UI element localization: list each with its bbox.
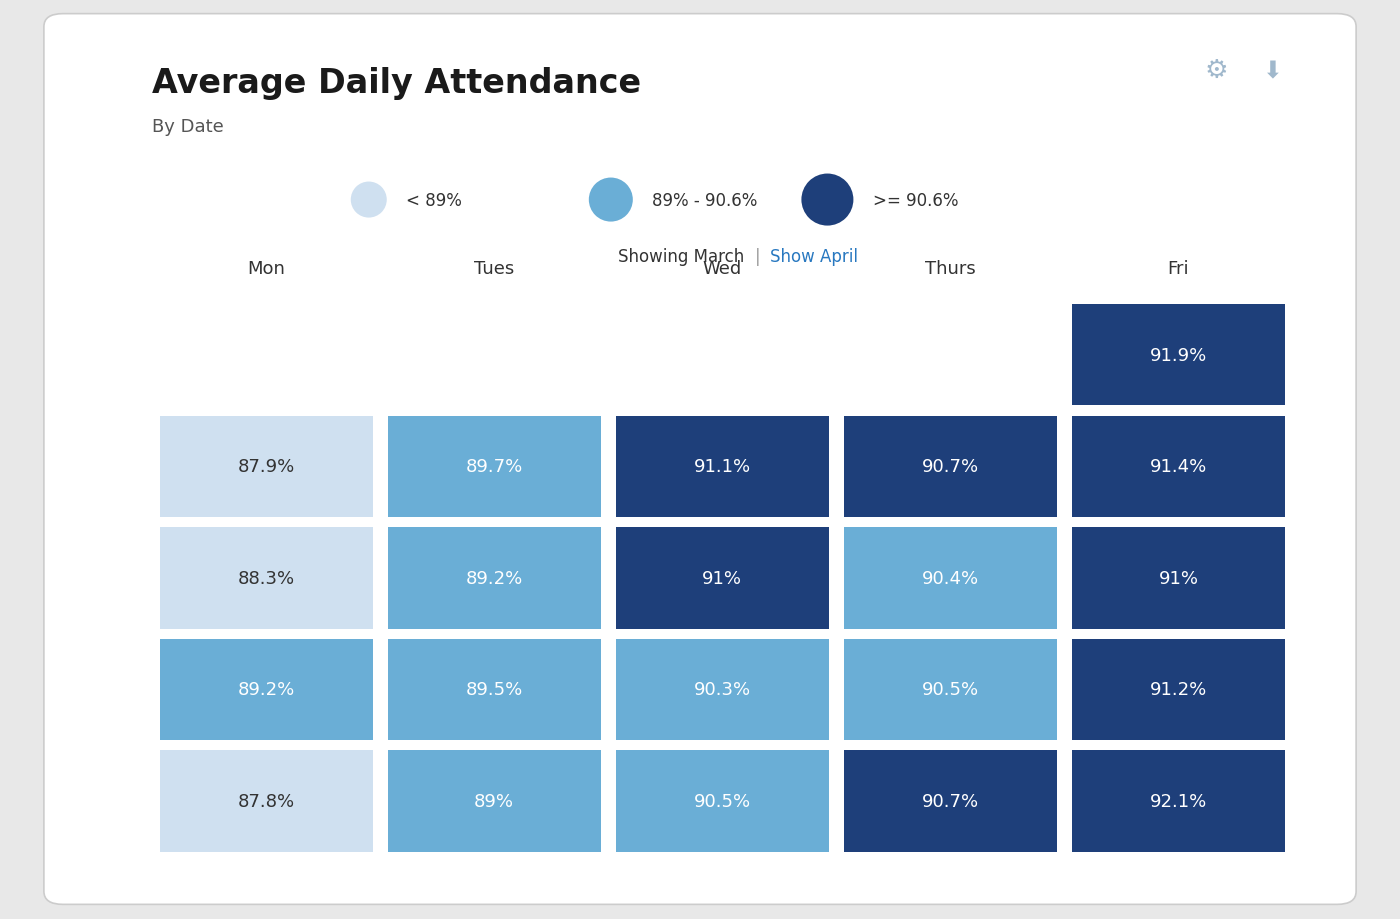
Text: 89%: 89%	[475, 792, 514, 811]
Ellipse shape	[801, 175, 854, 226]
Text: 87.9%: 87.9%	[238, 458, 295, 476]
FancyBboxPatch shape	[388, 416, 601, 517]
FancyBboxPatch shape	[844, 528, 1057, 629]
FancyBboxPatch shape	[1072, 416, 1285, 517]
Text: 90.5%: 90.5%	[694, 792, 750, 811]
FancyBboxPatch shape	[388, 751, 601, 852]
Text: Mon: Mon	[248, 260, 286, 278]
Text: Tues: Tues	[475, 260, 514, 278]
Text: 89.7%: 89.7%	[466, 458, 522, 476]
FancyBboxPatch shape	[616, 416, 829, 517]
Text: 87.8%: 87.8%	[238, 792, 295, 811]
FancyBboxPatch shape	[1072, 751, 1285, 852]
FancyBboxPatch shape	[1072, 528, 1285, 629]
Text: ⬇: ⬇	[1263, 60, 1284, 84]
Text: ⚙: ⚙	[1204, 58, 1228, 84]
Text: 91.2%: 91.2%	[1149, 681, 1207, 698]
Text: Fri: Fri	[1168, 260, 1189, 278]
FancyBboxPatch shape	[844, 416, 1057, 517]
Ellipse shape	[351, 182, 386, 219]
Text: 89.2%: 89.2%	[466, 569, 522, 587]
Text: 89.2%: 89.2%	[238, 681, 295, 698]
FancyBboxPatch shape	[388, 640, 601, 741]
FancyBboxPatch shape	[844, 640, 1057, 741]
Text: < 89%: < 89%	[406, 191, 462, 210]
Text: 89% - 90.6%: 89% - 90.6%	[652, 191, 757, 210]
Text: 89.5%: 89.5%	[466, 681, 522, 698]
FancyBboxPatch shape	[616, 528, 829, 629]
Text: 91.9%: 91.9%	[1149, 346, 1207, 365]
Text: 91.4%: 91.4%	[1149, 458, 1207, 476]
Text: 91%: 91%	[703, 569, 742, 587]
Text: Wed: Wed	[703, 260, 742, 278]
Text: |: |	[755, 247, 760, 266]
Text: 90.7%: 90.7%	[921, 792, 979, 811]
Text: 90.4%: 90.4%	[921, 569, 979, 587]
FancyBboxPatch shape	[616, 751, 829, 852]
Ellipse shape	[589, 178, 633, 222]
FancyBboxPatch shape	[160, 528, 372, 629]
FancyBboxPatch shape	[616, 640, 829, 741]
Text: 90.5%: 90.5%	[921, 681, 979, 698]
Text: >= 90.6%: >= 90.6%	[872, 191, 958, 210]
FancyBboxPatch shape	[160, 416, 372, 517]
Text: 90.3%: 90.3%	[694, 681, 750, 698]
FancyBboxPatch shape	[1072, 305, 1285, 406]
FancyBboxPatch shape	[160, 640, 372, 741]
FancyBboxPatch shape	[1072, 640, 1285, 741]
Text: By Date: By Date	[153, 119, 224, 136]
Text: 91%: 91%	[1158, 569, 1198, 587]
Text: Showing March: Showing March	[619, 247, 745, 266]
FancyBboxPatch shape	[388, 528, 601, 629]
Text: Show April: Show April	[770, 247, 858, 266]
FancyBboxPatch shape	[43, 15, 1357, 904]
Text: Average Daily Attendance: Average Daily Attendance	[153, 66, 641, 99]
Text: 91.1%: 91.1%	[694, 458, 750, 476]
Text: 92.1%: 92.1%	[1149, 792, 1207, 811]
Text: Thurs: Thurs	[925, 260, 976, 278]
Text: 90.7%: 90.7%	[921, 458, 979, 476]
FancyBboxPatch shape	[844, 751, 1057, 852]
Text: 88.3%: 88.3%	[238, 569, 295, 587]
FancyBboxPatch shape	[160, 751, 372, 852]
